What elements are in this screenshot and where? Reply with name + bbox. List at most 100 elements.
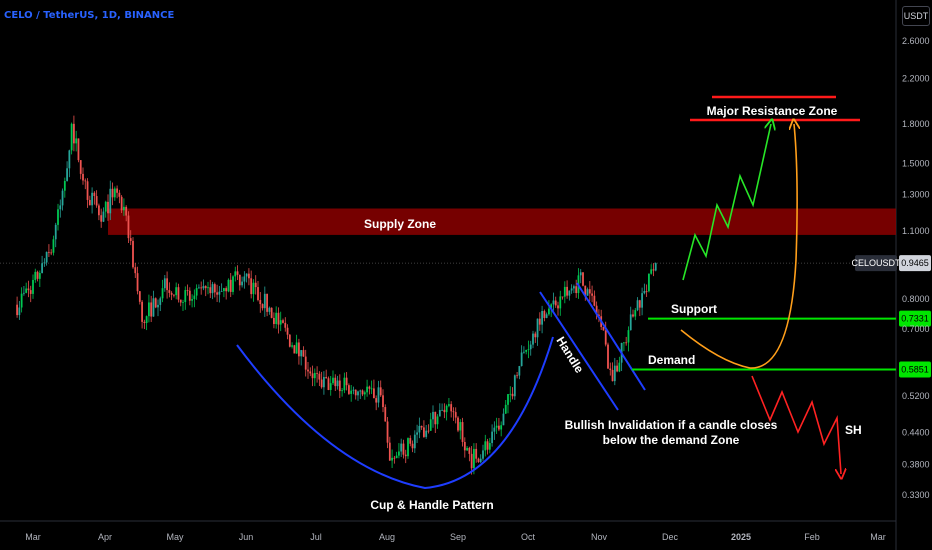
candle (168, 282, 171, 298)
y-tick-label: 1.5000 (902, 159, 930, 169)
handle-channel-lower[interactable] (539, 291, 619, 411)
candle (143, 319, 146, 330)
candle (86, 178, 89, 208)
candle (586, 287, 589, 296)
candle (159, 296, 162, 312)
retest-projection-path[interactable] (680, 124, 797, 369)
candle (113, 186, 116, 201)
candle (61, 188, 64, 211)
candle (434, 411, 437, 433)
candle (482, 444, 484, 461)
candle (166, 271, 168, 299)
candle (363, 390, 366, 400)
candle (591, 285, 593, 303)
candle (318, 371, 321, 387)
candle (370, 380, 373, 395)
candle (266, 293, 268, 317)
candle (325, 369, 328, 379)
candle (343, 372, 346, 394)
candle (68, 149, 71, 178)
candle (416, 424, 418, 444)
candle (232, 275, 234, 295)
candle (561, 296, 564, 300)
candle (36, 270, 39, 282)
candle (220, 283, 223, 292)
bearish-projection-path[interactable] (751, 375, 841, 474)
candle (479, 454, 482, 464)
candle (425, 424, 428, 439)
candle (566, 280, 568, 299)
candle (216, 284, 218, 302)
candle (452, 407, 455, 421)
candle (204, 285, 207, 297)
candle (257, 281, 259, 302)
candle (645, 284, 648, 297)
handle-channel-upper[interactable] (576, 282, 646, 391)
candle (443, 403, 446, 419)
current-price-badge: 0.9465 (899, 255, 931, 272)
candle (441, 403, 443, 411)
y-tick-label: 2.2000 (902, 74, 930, 84)
candle (466, 446, 468, 451)
candle (338, 374, 341, 399)
candle (366, 379, 368, 397)
currency-unit-button[interactable]: USDT (902, 6, 930, 26)
candle (450, 401, 453, 418)
candle (148, 294, 150, 323)
candle (511, 387, 514, 400)
candle (329, 375, 332, 396)
candle (279, 311, 282, 332)
candle (84, 178, 87, 190)
candle (59, 199, 62, 218)
candle (432, 405, 434, 428)
candle (200, 281, 203, 295)
candle (584, 285, 587, 301)
candle (375, 395, 378, 411)
x-tick-label: 2025 (731, 532, 751, 542)
cup-curve[interactable] (236, 336, 554, 490)
candle (57, 203, 59, 231)
candle (468, 446, 471, 462)
candle (407, 437, 409, 459)
candle (150, 295, 153, 323)
candle (20, 287, 23, 313)
bullish-projection-path[interactable] (682, 124, 771, 281)
candle (32, 274, 34, 299)
candle (234, 266, 237, 282)
candle (175, 282, 178, 300)
candle (520, 345, 523, 367)
candle (623, 342, 625, 352)
candle (104, 200, 107, 218)
candle (261, 303, 264, 311)
candle (100, 208, 103, 228)
candle (498, 418, 500, 432)
candle (107, 194, 109, 221)
candle (570, 284, 573, 294)
candle (23, 286, 25, 296)
candle (77, 138, 80, 163)
candle (593, 290, 596, 307)
candle (463, 437, 466, 458)
candle (316, 366, 318, 383)
candle (607, 342, 609, 369)
candle (295, 334, 298, 354)
candle (300, 349, 303, 366)
candle (495, 417, 498, 434)
candle (207, 281, 209, 295)
candle (66, 161, 68, 182)
candle (352, 386, 355, 395)
candle (320, 371, 323, 389)
candle (470, 446, 473, 475)
candle (123, 198, 125, 216)
chart-title: CELO / TetherUS, 1D, BINANCE (4, 10, 175, 21)
y-tick-label: 0.4400 (902, 427, 930, 437)
candle (609, 362, 612, 376)
candle (395, 451, 398, 459)
candle (543, 309, 546, 322)
candle (202, 279, 205, 291)
candle (198, 284, 200, 289)
candle (518, 365, 521, 380)
candle (102, 207, 105, 222)
candle (554, 296, 557, 308)
